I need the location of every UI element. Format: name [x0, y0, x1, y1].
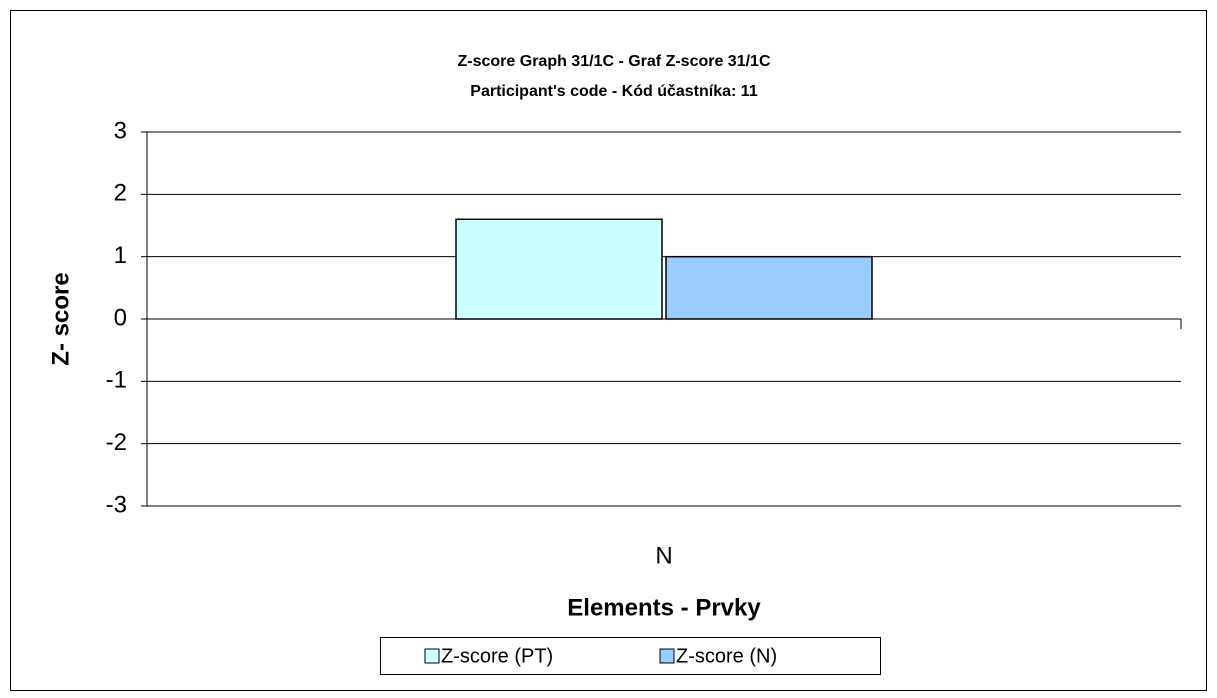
x-tick-label: N: [655, 542, 672, 569]
chart-frame: [10, 10, 1207, 691]
y-axis-label: Z- score: [47, 272, 74, 365]
y-tick-label: -2: [106, 429, 127, 456]
y-tick-label: -1: [106, 367, 127, 394]
x-axis-label: Elements - Prvky: [567, 594, 761, 621]
chart-subtitle: Participant's code - Kód účastníka: 11: [470, 83, 758, 100]
bar: [455, 218, 663, 320]
legend-swatch: [424, 648, 440, 664]
y-tick-label: 3: [114, 117, 127, 144]
bar: [665, 255, 873, 320]
legend-swatch: [659, 648, 675, 664]
y-tick-label: 1: [114, 242, 127, 269]
legend-label: Z-score (PT): [441, 645, 553, 667]
y-tick-label: -3: [106, 491, 127, 518]
chart-title: Z-score Graph 31/1C - Graf Z-score 31/1C: [458, 53, 771, 70]
legend-label: Z-score (N): [676, 645, 777, 667]
y-tick-label: 2: [114, 180, 127, 207]
legend-box: [380, 637, 881, 675]
y-tick-label: 0: [114, 304, 127, 331]
